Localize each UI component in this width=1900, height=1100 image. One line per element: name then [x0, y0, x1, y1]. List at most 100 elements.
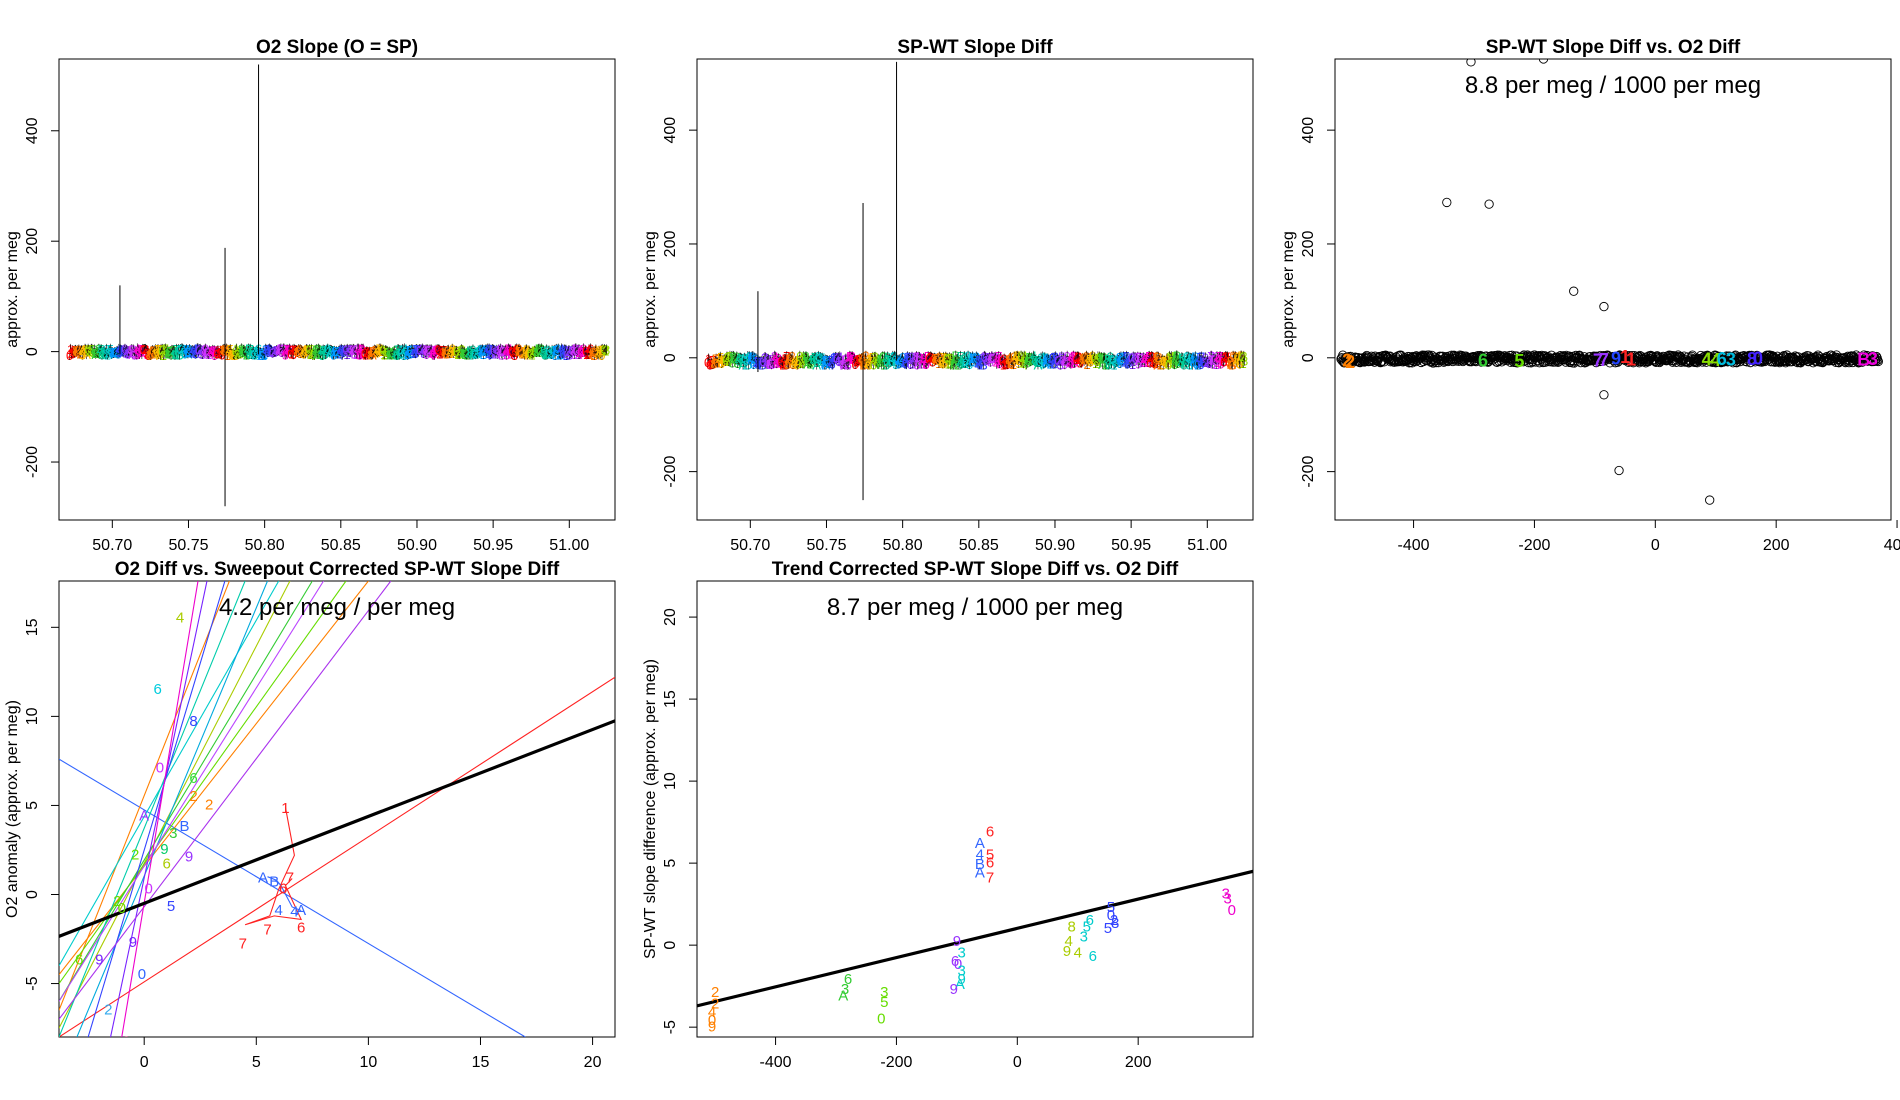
point-label: 5 [167, 898, 175, 915]
point-label: 7 [986, 869, 994, 886]
point-label: 4 [1065, 933, 1073, 950]
y-tick-label: 400 [1300, 117, 1317, 144]
y-tick-label: 10 [662, 772, 679, 790]
point-label: 1 [1620, 347, 1630, 367]
point-label: 9 [950, 981, 958, 998]
point-label: 3 [1726, 350, 1736, 370]
point-label: 2 [104, 1002, 112, 1019]
y-axis-label: O2 anomaly (approx. per meg) [4, 700, 21, 918]
x-tick-label: -400 [760, 1054, 792, 1071]
point-label: 0 [1753, 348, 1763, 368]
point-label: 6 [951, 953, 959, 970]
point-label: 1 [281, 800, 289, 817]
regression-line [697, 869, 1253, 1008]
point-label: B [975, 856, 985, 873]
point-label: A [955, 976, 965, 993]
y-tick-label: 15 [24, 618, 41, 636]
y-tick-label: -200 [662, 456, 679, 488]
series-fit-line [59, 581, 313, 1002]
y-tick-label: 200 [1300, 231, 1317, 258]
chart-p3: SP-WT Slope Diff vs. O2 Diff-400 -200 0 200… [1280, 37, 1900, 554]
y-tick-label: 5 [24, 801, 41, 810]
x-tick-label: -400 [1398, 537, 1430, 554]
series-fit-line [59, 581, 325, 1002]
point-label: 7 [286, 870, 294, 887]
y-axis-label: approx. per meg [1280, 231, 1297, 348]
outlier-point [1614, 465, 1624, 476]
y-tick-label: -5 [662, 1020, 679, 1034]
point-label: 5 [1514, 351, 1524, 371]
outlier-point [1705, 495, 1715, 505]
y-tick-label: 200 [662, 231, 679, 258]
y-tick-label: 0 [662, 941, 679, 950]
x-tick-label: 50.75 [168, 537, 208, 554]
point-label: 6 [1089, 948, 1097, 965]
data-point [1826, 350, 1836, 360]
point-label: 5 [77, 1091, 85, 1100]
point-label: A [139, 807, 149, 824]
point-label: 4 [1702, 350, 1712, 370]
point-label: 4 [1074, 945, 1082, 962]
point-label: 6 [162, 855, 170, 872]
y-tick-label: 0 [662, 353, 679, 362]
point-label: 6 [189, 770, 197, 787]
chart-p4: O2 Diff vs. Sweepout Corrected SP-WT Slo… [4, 559, 616, 1100]
point-label: 2 [1110, 912, 1118, 929]
point-label: 4 [1711, 350, 1721, 370]
x-tick-label: 50.70 [730, 537, 770, 554]
series-fit-line [59, 581, 246, 1037]
y-axis-label: approx. per meg [642, 231, 659, 348]
point-label: 9 [129, 934, 137, 951]
x-tick-label: 50.85 [959, 537, 999, 554]
x-tick-label: 0 [1013, 1054, 1022, 1071]
point-label: A [258, 870, 268, 887]
x-tick-label: 50.80 [245, 537, 285, 554]
point-label: 2 [205, 797, 213, 814]
point-label: A [296, 902, 306, 919]
point-label: 0 [118, 900, 126, 917]
chart-p1: O2 Slope (O = SP) 50.70 50.75 50.80 50.85 50.… [4, 37, 616, 554]
outlier-point [1538, 59, 1549, 64]
point-label: 9 [1611, 348, 1621, 368]
outlier-point [1599, 390, 1609, 400]
point-label: 0 [122, 1034, 130, 1051]
y-tick-label: -5 [24, 976, 41, 990]
data-point [1873, 356, 1883, 367]
point-label: 8 [1111, 915, 1119, 932]
regression-line [59, 719, 615, 938]
point-label: 9 [185, 848, 193, 865]
point-label: 9 [958, 971, 966, 988]
point-label: A [975, 835, 985, 852]
chart-title: O2 Diff vs. Sweepout Corrected SP-WT Slo… [115, 559, 560, 580]
series-fit-line [59, 758, 526, 1037]
x-tick-label: 20 [584, 1054, 602, 1071]
series-fit-line [110, 581, 208, 1037]
point-label: 5 [986, 846, 994, 863]
plot-area: 0123456789AB0123456789AB0123456789AB0123… [704, 61, 1248, 501]
point-label: 6 [1086, 912, 1094, 929]
series-path [244, 807, 303, 926]
point-label: 4 [275, 902, 283, 919]
plot-frame [58, 58, 616, 521]
y-axis-label: approx. per meg [4, 231, 21, 348]
point-label: 9 [708, 1019, 716, 1036]
point-label: 4 [176, 610, 184, 627]
x-tick-label: 200 [1763, 537, 1790, 554]
point-label: 5 [1107, 899, 1115, 916]
point-label: 2 [113, 893, 121, 910]
outlier-point [1466, 59, 1476, 67]
point-label: 7 [263, 921, 271, 938]
chart-title: O2 Slope (O = SP) [256, 37, 418, 58]
point-label: 0 [1228, 902, 1236, 919]
chart-title: SP-WT Slope Diff vs. O2 Diff [1486, 37, 1741, 58]
point-label: 4 [290, 904, 298, 921]
slope-annotation: 4.2 per meg / per meg [219, 594, 455, 621]
x-tick-label: 0 [140, 1054, 149, 1071]
x-tick-label: 5 [252, 1054, 261, 1071]
point-label: 3 [880, 984, 888, 1001]
series-fit-line [59, 581, 392, 1020]
point-label: 8 [189, 713, 197, 730]
series-fit-line [76, 581, 269, 1037]
